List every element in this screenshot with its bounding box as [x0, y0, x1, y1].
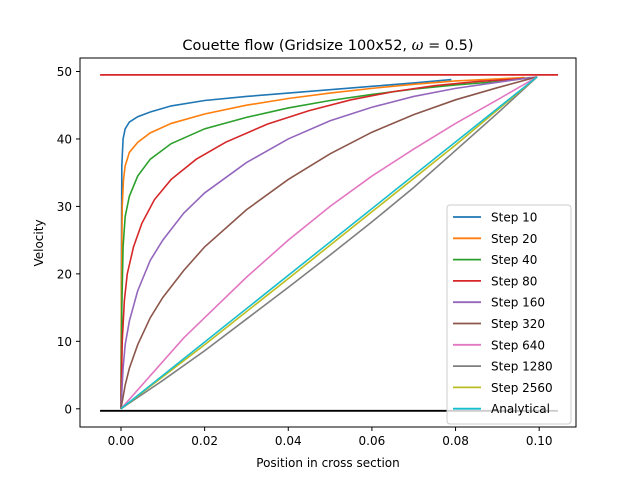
y-tick-label: 50 — [57, 65, 72, 79]
x-axis-ticks: 0.00 0.02 0.04 0.06 0.08 0.10 — [108, 427, 553, 448]
series-line-step-640 — [120, 76, 538, 410]
x-tick-label: 0.08 — [442, 434, 469, 448]
legend-label-step-10: Step 10 — [491, 211, 537, 225]
legend-label-step-20: Step 20 — [491, 232, 537, 246]
series-line-step-40 — [120, 76, 531, 409]
legend-label-analytical: Analytical — [491, 402, 550, 416]
series-line-step-1280 — [120, 76, 538, 410]
legend-label-step-640: Step 640 — [491, 338, 545, 352]
y-axis-label: Velocity — [32, 219, 46, 266]
y-tick-label: 30 — [57, 200, 72, 214]
legend: Step 10 Step 20 Step 40 Step 80 Step 160 Step… — [446, 204, 572, 425]
plot-area — [100, 73, 559, 412]
series-line-step-80 — [120, 76, 536, 409]
legend-label-step-1280: Step 1280 — [491, 360, 553, 374]
x-axis-label: Position in cross section — [256, 456, 399, 470]
chart-title-omega: ω — [412, 38, 424, 54]
series-line-step-320 — [120, 76, 538, 409]
x-tick-label: 0.04 — [275, 434, 302, 448]
x-tick-label: 0.06 — [359, 434, 386, 448]
series-line-step-160 — [120, 76, 538, 409]
y-tick-label: 20 — [57, 267, 72, 281]
legend-label-step-2560: Step 2560 — [491, 381, 553, 395]
series-line-step-2560 — [120, 76, 538, 410]
series-line-step-10 — [120, 78, 452, 409]
legend-label-step-320: Step 320 — [491, 317, 545, 331]
y-axis-ticks: 0 10 20 30 40 50 — [57, 65, 80, 416]
axes-frame — [79, 57, 577, 428]
legend-label-step-80: Step 80 — [491, 274, 537, 288]
chart-title-suffix: = 0.5) — [423, 38, 473, 54]
chart-title-prefix: Couette flow (Gridsize 100x52, — [182, 38, 411, 54]
x-tick-label: 0.10 — [526, 434, 553, 448]
chart-title: Couette flow (Gridsize 100x52, ω = 0.5) — [182, 38, 473, 54]
legend-label-step-40: Step 40 — [491, 253, 537, 267]
series-line-analytical — [120, 76, 538, 410]
y-tick-label: 0 — [64, 402, 72, 416]
series-line-step-20 — [120, 76, 525, 409]
x-tick-label: 0.00 — [108, 434, 135, 448]
x-tick-label: 0.02 — [191, 434, 218, 448]
y-tick-label: 40 — [57, 132, 72, 146]
axes-border — [79, 57, 577, 428]
y-tick-label: 10 — [57, 335, 72, 349]
legend-label-step-160: Step 160 — [491, 296, 545, 310]
